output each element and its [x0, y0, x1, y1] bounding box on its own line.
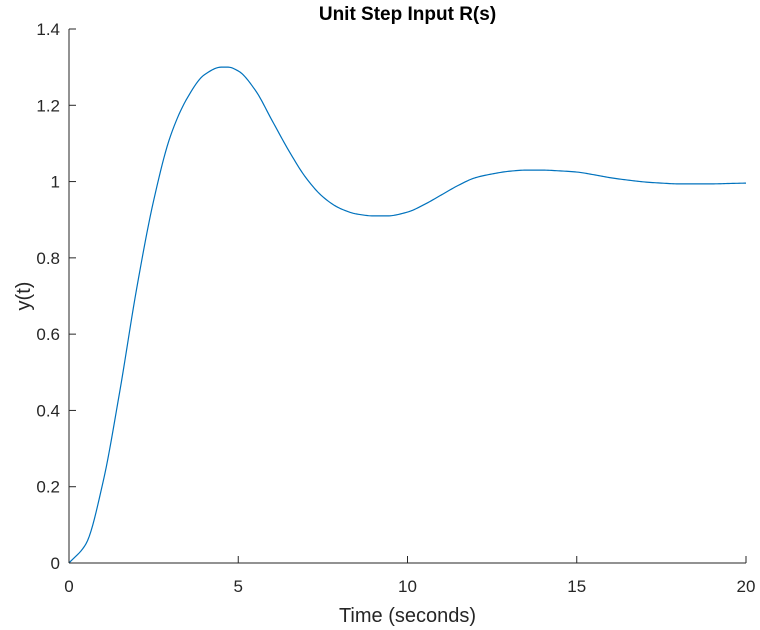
chart-title: Unit Step Input R(s)	[319, 4, 496, 25]
x-tick-label: 5	[234, 577, 243, 596]
y-tick-label: 1	[51, 173, 60, 192]
axis-ticks	[68, 28, 747, 564]
x-tick-label: 20	[737, 577, 756, 596]
y-tick-label: 1.4	[36, 20, 60, 39]
y-tick-label: 1.2	[36, 96, 60, 115]
y-tick-label: 0	[51, 554, 60, 573]
series-line	[68, 66, 747, 564]
series-group	[68, 66, 747, 564]
x-axis-label: Time (seconds)	[339, 605, 476, 627]
x-tick-label: 0	[64, 577, 73, 596]
y-tick-label: 0.4	[36, 401, 60, 420]
plot-area	[69, 29, 746, 563]
y-tick-label: 0.2	[36, 478, 60, 497]
y-tick-label: 0.8	[36, 249, 60, 268]
axis-tick-labels: 0 5 10 15 20 0 0.2 0.4 0.6 0.8 1 1.2 1.4	[36, 20, 755, 596]
x-tick-label: 10	[398, 577, 417, 596]
y-tick-label: 0.6	[36, 325, 60, 344]
y-axis-label: y(t)	[13, 282, 35, 311]
x-tick-label: 15	[567, 577, 586, 596]
